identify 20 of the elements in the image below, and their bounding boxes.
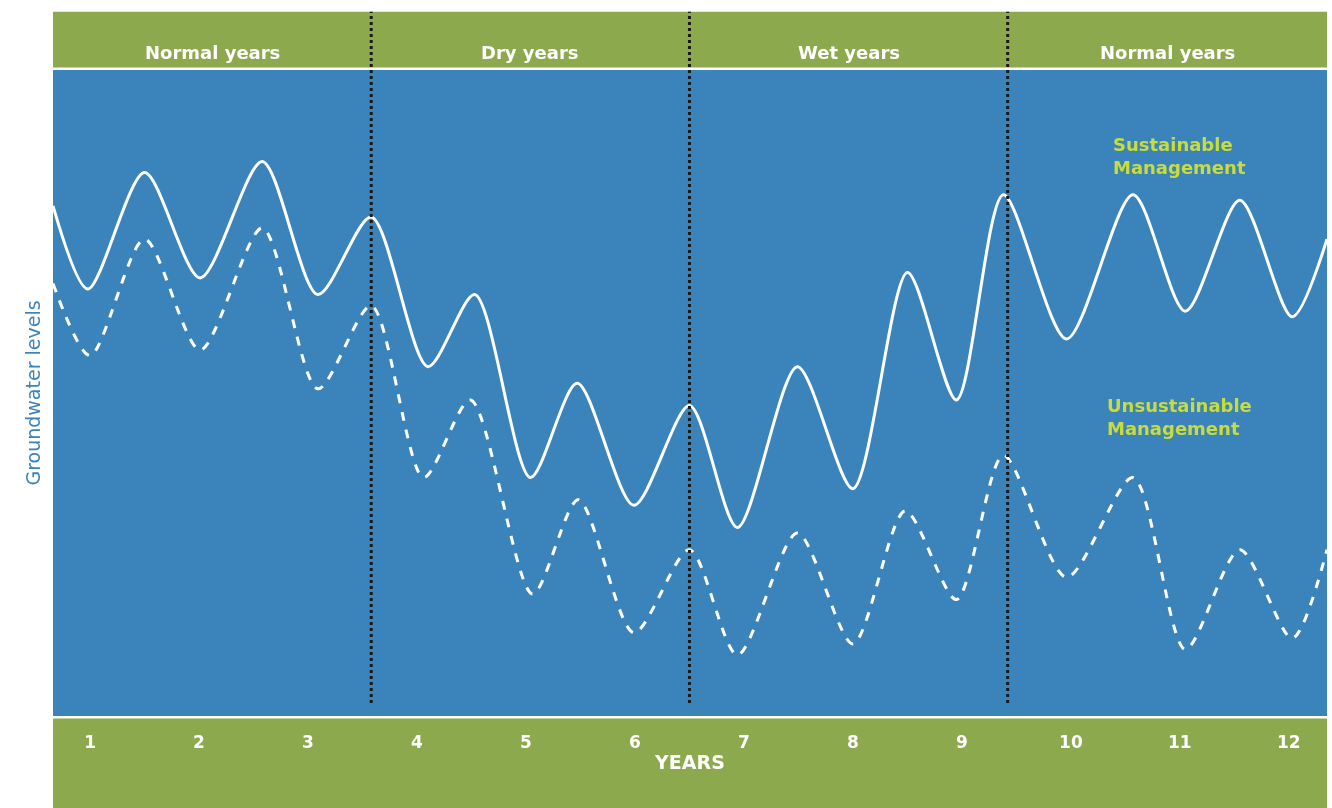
x-tick-label: 9	[955, 732, 968, 752]
x-tick-label: 12	[1277, 732, 1301, 752]
series-label: Sustainable Management	[1113, 134, 1246, 179]
x-axis-title: YEARS	[654, 750, 725, 773]
x-tick-label: 10	[1059, 732, 1083, 752]
text: Normal years	[1100, 42, 1236, 63]
y-axis-title: Groundwater levels	[21, 300, 44, 486]
text: Unsustainable Management	[1107, 395, 1252, 440]
x-tick-label: 4	[411, 732, 424, 752]
text: Dry years	[481, 42, 579, 63]
text: Wet years	[798, 42, 900, 63]
x-tick-label: 7	[738, 732, 750, 752]
x-tick-label: 2	[193, 732, 205, 752]
x-tick-label: 5	[520, 732, 532, 752]
x-tick-label: 3	[302, 732, 314, 752]
x-tick-label: 8	[847, 732, 859, 752]
x-tick-label: 11	[1168, 732, 1192, 752]
x-tick-label: 6	[629, 732, 641, 752]
x-tick-label: 1	[84, 732, 96, 752]
text: Normal years	[145, 42, 281, 63]
